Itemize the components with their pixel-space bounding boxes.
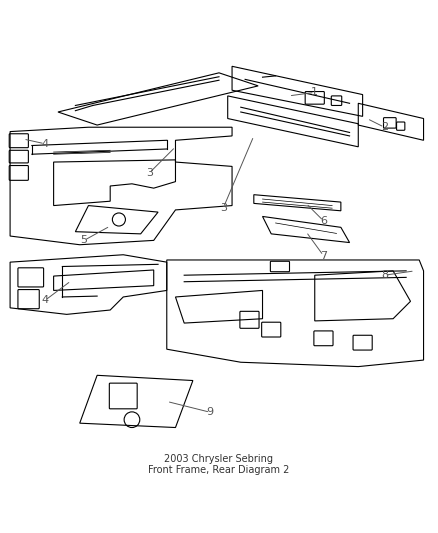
Text: 3: 3 [146,168,153,178]
Text: 7: 7 [320,251,327,261]
Text: 2: 2 [381,122,388,132]
Text: 4: 4 [41,139,49,149]
Text: 6: 6 [320,216,327,226]
Text: 2003 Chrysler Sebring
Front Frame, Rear Diagram 2: 2003 Chrysler Sebring Front Frame, Rear … [148,454,290,475]
Text: 4: 4 [41,295,49,305]
Text: 3: 3 [220,203,227,213]
Text: 1: 1 [311,87,318,98]
Text: 8: 8 [381,270,388,280]
Text: 9: 9 [207,407,214,417]
Text: 5: 5 [81,236,88,245]
